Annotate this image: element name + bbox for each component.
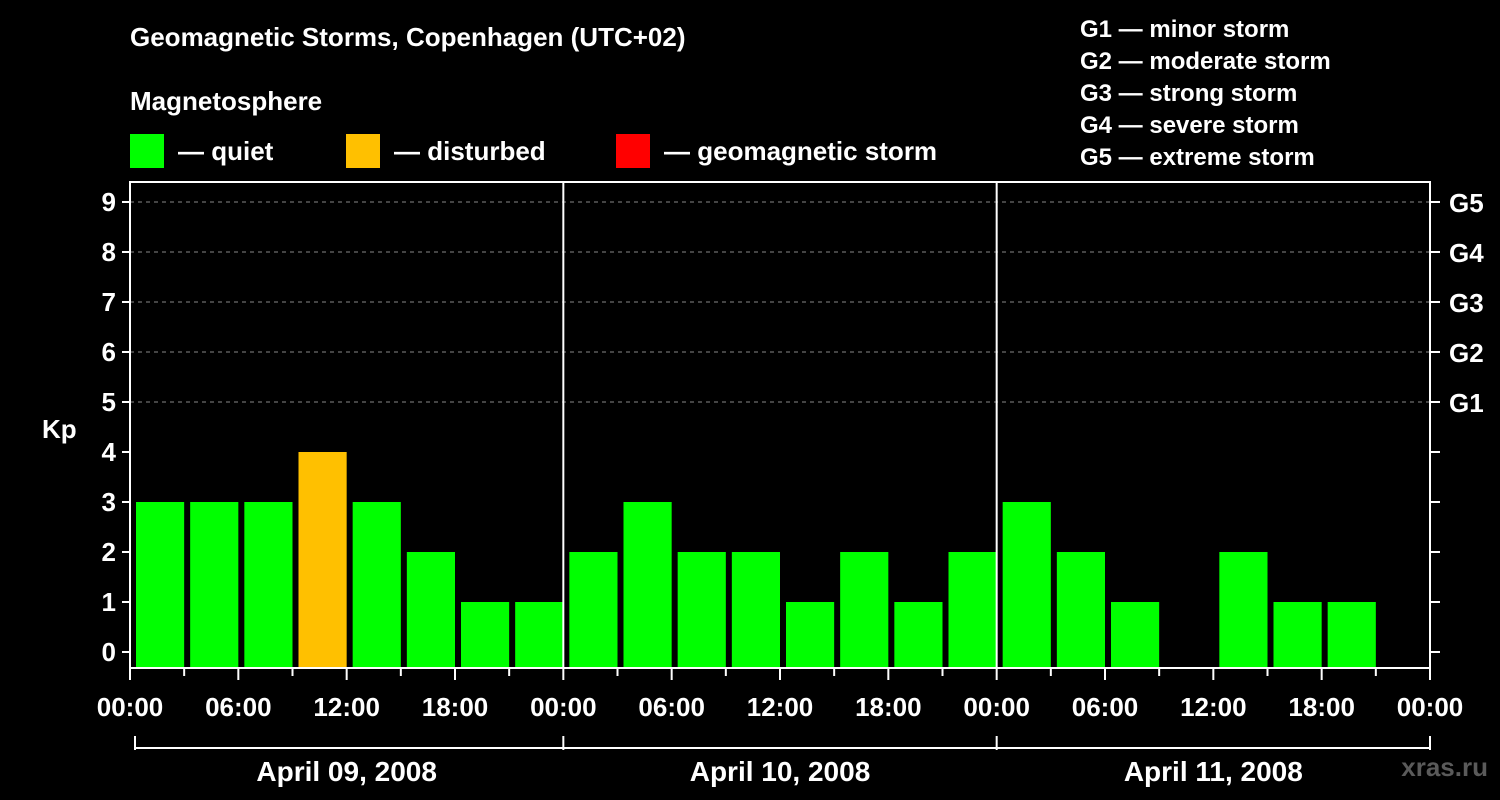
kp-bar <box>1327 602 1376 668</box>
x-tick-label: 12:00 <box>1180 692 1247 722</box>
y-tick-label: 7 <box>102 287 116 317</box>
kp-bar <box>190 502 239 668</box>
day-label: April 10, 2008 <box>690 756 871 787</box>
kp-bar <box>244 502 293 668</box>
kp-bar <box>298 452 347 668</box>
kp-bar <box>1056 552 1105 668</box>
x-tick-label: 06:00 <box>638 692 705 722</box>
kp-bar <box>894 602 943 668</box>
kp-bar <box>1111 602 1160 668</box>
y-tick-label: 4 <box>102 437 117 467</box>
kp-bar <box>1219 552 1268 668</box>
legend-item-quiet: — quiet <box>130 134 273 168</box>
x-tick-label: 00:00 <box>530 692 597 722</box>
legend-label-storm: — geomagnetic storm <box>664 135 938 166</box>
day-label: April 11, 2008 <box>1124 756 1303 787</box>
storm-scale-legend: G1 — minor storm G2 — moderate storm G3 … <box>1080 14 1331 174</box>
g-level-label: G4 <box>1449 238 1484 268</box>
y-tick-label: 9 <box>102 187 116 217</box>
y-tick-label: 3 <box>102 487 116 517</box>
g-level-label: G5 <box>1449 188 1484 218</box>
y-axis-label: Kp <box>42 414 77 444</box>
kp-bar <box>352 502 401 668</box>
kp-bar <box>840 552 889 668</box>
watermark: xras.ru <box>1401 752 1488 782</box>
kp-bar <box>515 602 564 668</box>
kp-bar <box>677 552 726 668</box>
disturbed-swatch <box>346 134 380 168</box>
y-tick-label: 5 <box>102 387 116 417</box>
x-tick-label: 06:00 <box>205 692 272 722</box>
storm-scale-g4: G4 — severe storm <box>1080 112 1299 139</box>
legend-label-disturbed: — disturbed <box>394 135 546 166</box>
storm-scale-g2: G2 — moderate storm <box>1080 48 1331 75</box>
y-tick-label: 0 <box>102 637 116 667</box>
x-tick-label: 18:00 <box>422 692 489 722</box>
storm-scale-g5: G5 — extreme storm <box>1080 144 1315 171</box>
g-level-label: G3 <box>1449 288 1484 318</box>
g-level-label: G2 <box>1449 338 1484 368</box>
y-tick-label: 8 <box>102 237 116 267</box>
kp-bar <box>1002 502 1051 668</box>
kp-bar <box>406 552 455 668</box>
kp-bar <box>948 552 997 668</box>
x-tick-label: 18:00 <box>855 692 922 722</box>
x-tick-label: 06:00 <box>1072 692 1139 722</box>
kp-bar <box>1273 602 1322 668</box>
x-tick-label: 18:00 <box>1288 692 1355 722</box>
chart-title: Geomagnetic Storms, Copenhagen (UTC+02) <box>130 22 686 52</box>
y-tick-label: 1 <box>102 587 116 617</box>
legend-item-disturbed: — disturbed <box>346 134 546 168</box>
kp-bar <box>731 552 780 668</box>
x-tick-label: 00:00 <box>97 692 164 722</box>
legend-heading: Magnetosphere <box>130 86 323 116</box>
x-tick-label: 00:00 <box>1397 692 1464 722</box>
legend-item-storm: — geomagnetic storm <box>616 134 937 168</box>
kp-bar <box>623 502 672 668</box>
storm-scale-g1: G1 — minor storm <box>1080 16 1290 43</box>
kp-bar <box>569 552 618 668</box>
legend-label-quiet: — quiet <box>178 135 274 166</box>
kp-bar <box>136 502 185 668</box>
kp-bar <box>786 602 835 668</box>
quiet-swatch <box>130 134 164 168</box>
day-label: April 09, 2008 <box>256 756 437 787</box>
x-tick-label: 12:00 <box>747 692 814 722</box>
x-tick-label: 12:00 <box>313 692 380 722</box>
y-tick-label: 2 <box>102 537 116 567</box>
g-level-label: G1 <box>1449 388 1484 418</box>
storm-scale-g3: G3 — strong storm <box>1080 80 1298 107</box>
kp-bar <box>461 602 510 668</box>
storm-swatch <box>616 134 650 168</box>
x-tick-label: 00:00 <box>963 692 1030 722</box>
y-tick-label: 6 <box>102 337 116 367</box>
